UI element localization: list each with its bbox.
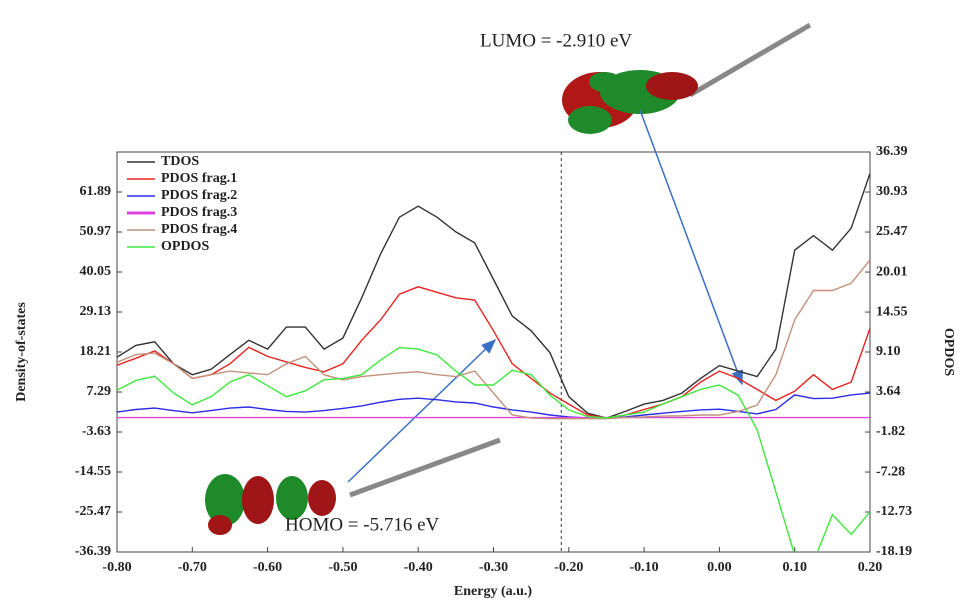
y2-tick-label: 25.47: [876, 224, 908, 239]
lumo-molecule: [562, 22, 812, 134]
x-axis-label: Energy (a.u.): [454, 584, 533, 599]
legend-label: PDOS frag.2: [161, 188, 237, 203]
legend-label: OPDOS: [161, 239, 209, 254]
homo-annotation: HOMO = -5.716 eV: [285, 514, 440, 535]
x-tick-label: 0.20: [858, 560, 883, 575]
y2-tick-label: 9.10: [876, 344, 901, 359]
x-tick-label: -0.20: [554, 560, 583, 575]
series-line: [117, 259, 870, 420]
legend-label: TDOS: [161, 154, 199, 169]
legend-label: PDOS frag.4: [161, 222, 237, 237]
y2-tick-label: -18.19: [876, 544, 912, 559]
x-tick-label: 0.00: [707, 560, 732, 575]
y2-tick-label: -12.73: [876, 504, 912, 519]
series-line: [117, 286, 870, 419]
series-line: [117, 173, 870, 419]
y2-tick-label: 3.64: [876, 384, 901, 399]
lumo-annotation: LUMO = -2.910 eV: [480, 30, 632, 51]
y-tick-label: 7.29: [87, 384, 112, 399]
y-tick-label: -25.47: [75, 504, 111, 519]
y-axis-label: Density-of-states: [14, 302, 29, 402]
x-tick-label: -0.40: [404, 560, 433, 575]
legend-label: PDOS frag.3: [161, 205, 237, 220]
y2-tick-label: -1.82: [876, 424, 905, 439]
y-tick-label: -14.55: [75, 464, 111, 479]
y-tick-label: 40.05: [80, 264, 112, 279]
homo-molecule: [205, 437, 501, 535]
y-tick-label: -3.63: [82, 424, 111, 439]
y2-tick-label: 14.55: [876, 304, 908, 319]
plot-lines: [117, 173, 870, 552]
y-tick-label: -36.39: [75, 544, 111, 559]
y-tick-label: 50.97: [80, 224, 112, 239]
x-tick-label: -0.50: [328, 560, 357, 575]
lumo-arrow: [639, 109, 743, 386]
x-tick-label: -0.10: [630, 560, 659, 575]
y-tick-label: 18.21: [80, 344, 112, 359]
y-tick-label: 61.89: [80, 184, 112, 199]
series-line: [117, 346, 870, 552]
x-tick-label: -0.30: [479, 560, 508, 575]
y2-tick-label: 20.01: [876, 264, 908, 279]
x-tick-label: -0.70: [178, 560, 207, 575]
x-tick-label: -0.60: [253, 560, 282, 575]
y2-tick-label: 36.39: [876, 144, 908, 159]
y2-tick-label: -7.28: [876, 464, 905, 479]
series-line: [117, 392, 870, 420]
y-tick-label: 29.13: [80, 304, 112, 319]
x-tick-label: -0.80: [102, 560, 131, 575]
homo-arrow: [347, 338, 497, 483]
y2-tick-label: 30.93: [876, 184, 908, 199]
legend-label: PDOS frag.1: [161, 171, 237, 186]
y2-axis-label: OPDOS: [941, 328, 956, 376]
x-tick-label: 0.10: [782, 560, 807, 575]
